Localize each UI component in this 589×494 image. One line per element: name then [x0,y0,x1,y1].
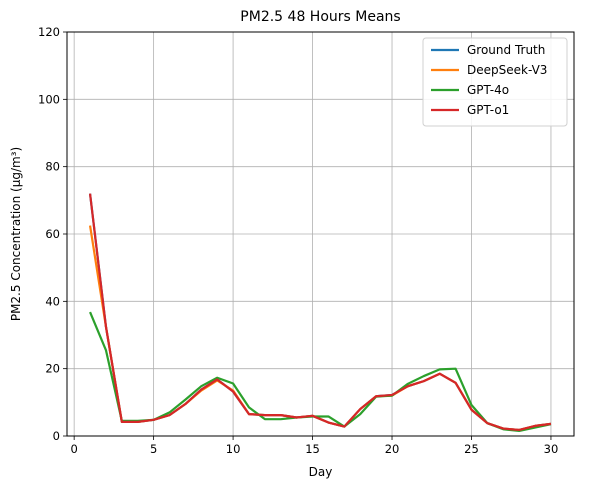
x-tick-label: 0 [70,442,77,456]
y-tick-label: 60 [45,227,60,241]
legend-label-ground-truth: Ground Truth [467,43,545,57]
y-tick-label: 80 [45,160,60,174]
x-tick-label: 5 [150,442,157,456]
series-line-gpt-o1 [88,193,552,432]
y-tick-label: 120 [38,25,60,39]
y-tick-label: 40 [45,294,60,308]
legend-box [422,37,568,127]
y-axis-label: PM2.5 Concentration (µg/m³) [9,147,23,321]
x-axis-label: Day [309,465,333,479]
series-line-gpt-4o [89,311,552,433]
x-tick-label: 30 [544,442,559,456]
legend-label-gpt-4o: GPT-4o [467,83,509,97]
legend: Ground Truth DeepSeek-V3 GPT-4o GPT-o1 [422,37,568,127]
legend-label-gpt-o1: GPT-o1 [467,103,509,117]
axis-ticks: 0 5 10 15 20 25 30 0 20 40 60 80 100 120 [38,25,558,456]
x-tick-label: 10 [226,442,241,456]
chart-title: PM2.5 48 Hours Means [240,9,400,25]
legend-label-deepseek-v3: DeepSeek-V3 [467,63,547,77]
y-tick-label: 0 [53,429,60,443]
y-tick-label: 20 [45,362,60,376]
x-tick-label: 20 [385,442,400,456]
x-tick-label: 15 [305,442,320,456]
series-lines [88,193,552,433]
y-tick-label: 100 [38,92,60,106]
x-tick-label: 25 [464,442,479,456]
